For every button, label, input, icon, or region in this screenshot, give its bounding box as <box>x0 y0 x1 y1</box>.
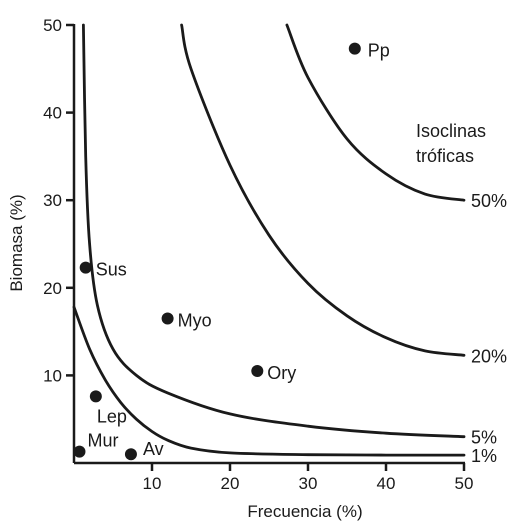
point-label: Ory <box>267 363 296 383</box>
isoclines: 50% 20% 5%1% <box>72 23 507 466</box>
isocline-50pct <box>285 23 466 202</box>
isocline-label: 20% <box>471 346 507 366</box>
y-tick-label: 30 <box>43 191 62 210</box>
point-label: Lep <box>97 406 127 426</box>
isocline-label: 5% <box>471 428 497 448</box>
point-lep <box>89 390 102 403</box>
y-tick-label: 40 <box>43 104 62 123</box>
point-ory <box>251 365 264 378</box>
point-myo <box>161 312 174 325</box>
isoclines-legend-title-line1: Isoclinas <box>416 121 486 141</box>
point-label: Mur <box>87 431 118 451</box>
isoclines-legend-title-line2: tróficas <box>416 146 474 166</box>
point-label: Sus <box>96 260 127 280</box>
axes: 10 20 30 40 50 10 20 30 40 50 <box>43 16 473 493</box>
y-tick-label: 10 <box>43 366 62 385</box>
isocline-1pct <box>72 305 466 457</box>
x-tick-label: 10 <box>143 474 162 493</box>
point-label: Av <box>143 439 164 459</box>
x-tick-label: 30 <box>299 474 318 493</box>
y-tick-label: 20 <box>43 279 62 298</box>
point-mur <box>73 445 86 458</box>
point-label: Pp <box>368 41 390 61</box>
y-tick-label: 50 <box>43 16 62 35</box>
x-tick-label: 50 <box>455 474 474 493</box>
isocline-label: 1% <box>471 446 497 466</box>
point-label: Myo <box>178 310 212 330</box>
isocline-20pct <box>180 23 466 357</box>
isocline-5pct <box>82 23 466 439</box>
isocline-label: 50% <box>471 191 507 211</box>
point-sus <box>79 261 92 274</box>
y-axis-label: Biomasa (%) <box>7 194 26 291</box>
x-tick-label: 20 <box>221 474 240 493</box>
point-av <box>124 448 137 461</box>
x-tick-label: 40 <box>377 474 396 493</box>
point-pp <box>348 42 361 55</box>
x-axis-label: Frecuencia (%) <box>247 502 362 521</box>
data-points: Pp Sus Myo Ory Lep Mur Av <box>73 41 390 461</box>
